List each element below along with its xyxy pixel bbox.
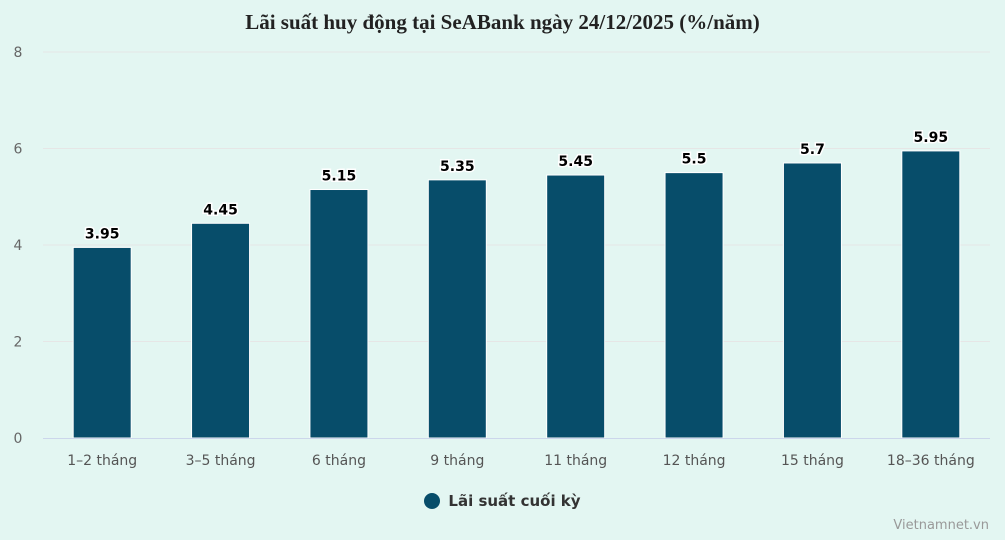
- y-tick-label: 8: [14, 45, 23, 61]
- x-tick-label: 6 tháng: [312, 453, 366, 469]
- y-tick-label: 6: [14, 142, 23, 158]
- legend[interactable]: Lãi suất cuối kỳ: [0, 492, 1005, 510]
- x-tick-label: 11 tháng: [544, 453, 607, 469]
- x-tick-label: 1–2 tháng: [67, 453, 137, 469]
- bar: [427, 179, 487, 439]
- legend-marker: [424, 493, 441, 509]
- legend-label: Lãi suất cuối kỳ: [448, 492, 581, 510]
- data-label: 4.45: [203, 202, 238, 218]
- x-tick-label: 15 tháng: [781, 453, 844, 469]
- bar: [782, 162, 842, 439]
- data-label: 5.35: [440, 159, 475, 175]
- bar: [191, 222, 251, 439]
- x-tick-label: 9 tháng: [430, 453, 484, 469]
- x-tick-label: 18–36 tháng: [887, 453, 975, 469]
- x-tick-label: 12 tháng: [663, 453, 726, 469]
- data-label: 5.7: [800, 142, 825, 158]
- bar: [901, 150, 961, 439]
- data-label: 3.95: [85, 226, 120, 242]
- data-label: 5.15: [322, 169, 357, 185]
- bar: [309, 189, 369, 439]
- data-label: 5.95: [914, 130, 949, 146]
- y-tick-label: 0: [14, 431, 23, 447]
- y-tick-label: 4: [14, 238, 23, 254]
- data-label: 5.45: [558, 154, 593, 170]
- chart-title: Lãi suất huy động tại SeABank ngày 24/12…: [245, 10, 760, 34]
- data-label: 5.5: [682, 152, 707, 168]
- y-tick-label: 2: [14, 335, 23, 351]
- bar: [664, 172, 724, 439]
- source-credit: Vietnamnet.vn: [893, 518, 989, 533]
- bar: [546, 174, 606, 439]
- x-tick-label: 3–5 tháng: [186, 453, 256, 469]
- bar: [72, 246, 132, 439]
